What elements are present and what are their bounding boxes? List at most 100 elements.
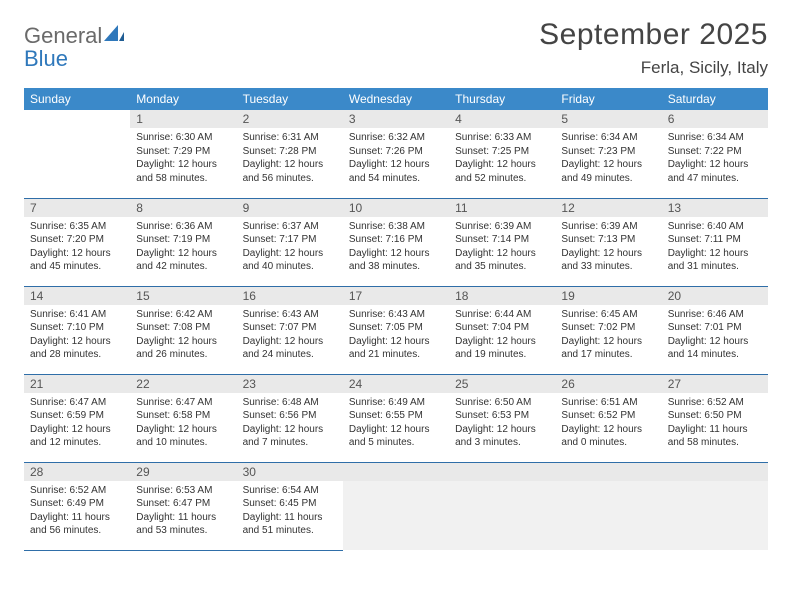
day-cell: 25Sunrise: 6:50 AMSunset: 6:53 PMDayligh… bbox=[449, 374, 555, 462]
day-cell: 24Sunrise: 6:49 AMSunset: 6:55 PMDayligh… bbox=[343, 374, 449, 462]
sunset-text: Sunset: 7:05 PM bbox=[349, 321, 443, 335]
brand-logo: General Blue bbox=[24, 18, 124, 70]
week-row: 21Sunrise: 6:47 AMSunset: 6:59 PMDayligh… bbox=[24, 374, 768, 462]
daylight-text: Daylight: 11 hours and 51 minutes. bbox=[243, 511, 337, 538]
sunset-text: Sunset: 6:58 PM bbox=[136, 409, 230, 423]
day-cell bbox=[662, 462, 768, 550]
sunrise-text: Sunrise: 6:33 AM bbox=[455, 131, 549, 145]
dow-row: Sunday Monday Tuesday Wednesday Thursday… bbox=[24, 88, 768, 110]
daylight-text: Daylight: 12 hours and 17 minutes. bbox=[561, 335, 655, 362]
week-row: 1Sunrise: 6:30 AMSunset: 7:29 PMDaylight… bbox=[24, 110, 768, 198]
sunset-text: Sunset: 7:08 PM bbox=[136, 321, 230, 335]
sunset-text: Sunset: 7:02 PM bbox=[561, 321, 655, 335]
day-number: 11 bbox=[449, 199, 555, 217]
sunrise-text: Sunrise: 6:47 AM bbox=[136, 396, 230, 410]
day-details: Sunrise: 6:48 AMSunset: 6:56 PMDaylight:… bbox=[237, 393, 343, 456]
week-row: 28Sunrise: 6:52 AMSunset: 6:49 PMDayligh… bbox=[24, 462, 768, 550]
daylight-text: Daylight: 12 hours and 54 minutes. bbox=[349, 158, 443, 185]
sunrise-text: Sunrise: 6:38 AM bbox=[349, 220, 443, 234]
sunrise-text: Sunrise: 6:43 AM bbox=[243, 308, 337, 322]
day-number: 22 bbox=[130, 375, 236, 393]
day-number: 27 bbox=[662, 375, 768, 393]
day-cell: 5Sunrise: 6:34 AMSunset: 7:23 PMDaylight… bbox=[555, 110, 661, 198]
header: General Blue September 2025 Ferla, Sicil… bbox=[24, 18, 768, 78]
dow-wed: Wednesday bbox=[343, 88, 449, 110]
daylight-text: Daylight: 12 hours and 14 minutes. bbox=[668, 335, 762, 362]
sunset-text: Sunset: 6:56 PM bbox=[243, 409, 337, 423]
day-details: Sunrise: 6:51 AMSunset: 6:52 PMDaylight:… bbox=[555, 393, 661, 456]
daylight-text: Daylight: 11 hours and 56 minutes. bbox=[30, 511, 124, 538]
day-number-blank bbox=[343, 463, 449, 481]
sunset-text: Sunset: 7:29 PM bbox=[136, 145, 230, 159]
day-cell: 21Sunrise: 6:47 AMSunset: 6:59 PMDayligh… bbox=[24, 374, 130, 462]
day-cell bbox=[343, 462, 449, 550]
daylight-text: Daylight: 12 hours and 0 minutes. bbox=[561, 423, 655, 450]
day-cell: 1Sunrise: 6:30 AMSunset: 7:29 PMDaylight… bbox=[130, 110, 236, 198]
day-cell bbox=[555, 462, 661, 550]
sunrise-text: Sunrise: 6:49 AM bbox=[349, 396, 443, 410]
sunrise-text: Sunrise: 6:30 AM bbox=[136, 131, 230, 145]
day-cell: 8Sunrise: 6:36 AMSunset: 7:19 PMDaylight… bbox=[130, 198, 236, 286]
day-cell: 20Sunrise: 6:46 AMSunset: 7:01 PMDayligh… bbox=[662, 286, 768, 374]
sail-icon bbox=[104, 25, 124, 43]
day-number: 30 bbox=[237, 463, 343, 481]
sunrise-text: Sunrise: 6:35 AM bbox=[30, 220, 124, 234]
day-details: Sunrise: 6:52 AMSunset: 6:50 PMDaylight:… bbox=[662, 393, 768, 456]
day-cell: 16Sunrise: 6:43 AMSunset: 7:07 PMDayligh… bbox=[237, 286, 343, 374]
week-row: 7Sunrise: 6:35 AMSunset: 7:20 PMDaylight… bbox=[24, 198, 768, 286]
daylight-text: Daylight: 12 hours and 49 minutes. bbox=[561, 158, 655, 185]
day-details: Sunrise: 6:36 AMSunset: 7:19 PMDaylight:… bbox=[130, 217, 236, 280]
day-cell: 12Sunrise: 6:39 AMSunset: 7:13 PMDayligh… bbox=[555, 198, 661, 286]
brand-text: General Blue bbox=[24, 24, 124, 70]
sunrise-text: Sunrise: 6:34 AM bbox=[668, 131, 762, 145]
day-details: Sunrise: 6:45 AMSunset: 7:02 PMDaylight:… bbox=[555, 305, 661, 368]
day-number: 16 bbox=[237, 287, 343, 305]
day-details: Sunrise: 6:40 AMSunset: 7:11 PMDaylight:… bbox=[662, 217, 768, 280]
sunset-text: Sunset: 6:52 PM bbox=[561, 409, 655, 423]
calendar-table: Sunday Monday Tuesday Wednesday Thursday… bbox=[24, 88, 768, 551]
sunrise-text: Sunrise: 6:54 AM bbox=[243, 484, 337, 498]
day-cell: 19Sunrise: 6:45 AMSunset: 7:02 PMDayligh… bbox=[555, 286, 661, 374]
day-cell: 9Sunrise: 6:37 AMSunset: 7:17 PMDaylight… bbox=[237, 198, 343, 286]
day-cell: 4Sunrise: 6:33 AMSunset: 7:25 PMDaylight… bbox=[449, 110, 555, 198]
sunrise-text: Sunrise: 6:43 AM bbox=[349, 308, 443, 322]
sunrise-text: Sunrise: 6:50 AM bbox=[455, 396, 549, 410]
day-details: Sunrise: 6:47 AMSunset: 6:59 PMDaylight:… bbox=[24, 393, 130, 456]
day-number: 26 bbox=[555, 375, 661, 393]
day-number: 19 bbox=[555, 287, 661, 305]
daylight-text: Daylight: 12 hours and 28 minutes. bbox=[30, 335, 124, 362]
day-number: 20 bbox=[662, 287, 768, 305]
day-details: Sunrise: 6:39 AMSunset: 7:13 PMDaylight:… bbox=[555, 217, 661, 280]
daylight-text: Daylight: 12 hours and 7 minutes. bbox=[243, 423, 337, 450]
day-details: Sunrise: 6:41 AMSunset: 7:10 PMDaylight:… bbox=[24, 305, 130, 368]
day-number: 14 bbox=[24, 287, 130, 305]
title-block: September 2025 Ferla, Sicily, Italy bbox=[539, 18, 768, 78]
sunrise-text: Sunrise: 6:41 AM bbox=[30, 308, 124, 322]
day-cell: 10Sunrise: 6:38 AMSunset: 7:16 PMDayligh… bbox=[343, 198, 449, 286]
day-details: Sunrise: 6:43 AMSunset: 7:05 PMDaylight:… bbox=[343, 305, 449, 368]
sunrise-text: Sunrise: 6:40 AM bbox=[668, 220, 762, 234]
day-details: Sunrise: 6:34 AMSunset: 7:22 PMDaylight:… bbox=[662, 128, 768, 191]
day-details: Sunrise: 6:43 AMSunset: 7:07 PMDaylight:… bbox=[237, 305, 343, 368]
day-number: 15 bbox=[130, 287, 236, 305]
sunrise-text: Sunrise: 6:46 AM bbox=[668, 308, 762, 322]
calendar-body: 1Sunrise: 6:30 AMSunset: 7:29 PMDaylight… bbox=[24, 110, 768, 550]
day-number: 17 bbox=[343, 287, 449, 305]
day-cell bbox=[24, 110, 130, 198]
month-title: September 2025 bbox=[539, 18, 768, 52]
sunset-text: Sunset: 7:25 PM bbox=[455, 145, 549, 159]
day-details: Sunrise: 6:42 AMSunset: 7:08 PMDaylight:… bbox=[130, 305, 236, 368]
location: Ferla, Sicily, Italy bbox=[539, 58, 768, 78]
sunset-text: Sunset: 7:17 PM bbox=[243, 233, 337, 247]
day-cell: 11Sunrise: 6:39 AMSunset: 7:14 PMDayligh… bbox=[449, 198, 555, 286]
sunrise-text: Sunrise: 6:45 AM bbox=[561, 308, 655, 322]
day-details: Sunrise: 6:46 AMSunset: 7:01 PMDaylight:… bbox=[662, 305, 768, 368]
day-cell: 3Sunrise: 6:32 AMSunset: 7:26 PMDaylight… bbox=[343, 110, 449, 198]
daylight-text: Daylight: 12 hours and 26 minutes. bbox=[136, 335, 230, 362]
sunset-text: Sunset: 7:22 PM bbox=[668, 145, 762, 159]
sunrise-text: Sunrise: 6:48 AM bbox=[243, 396, 337, 410]
sunset-text: Sunset: 7:23 PM bbox=[561, 145, 655, 159]
day-cell: 7Sunrise: 6:35 AMSunset: 7:20 PMDaylight… bbox=[24, 198, 130, 286]
day-number: 2 bbox=[237, 110, 343, 128]
day-number: 8 bbox=[130, 199, 236, 217]
